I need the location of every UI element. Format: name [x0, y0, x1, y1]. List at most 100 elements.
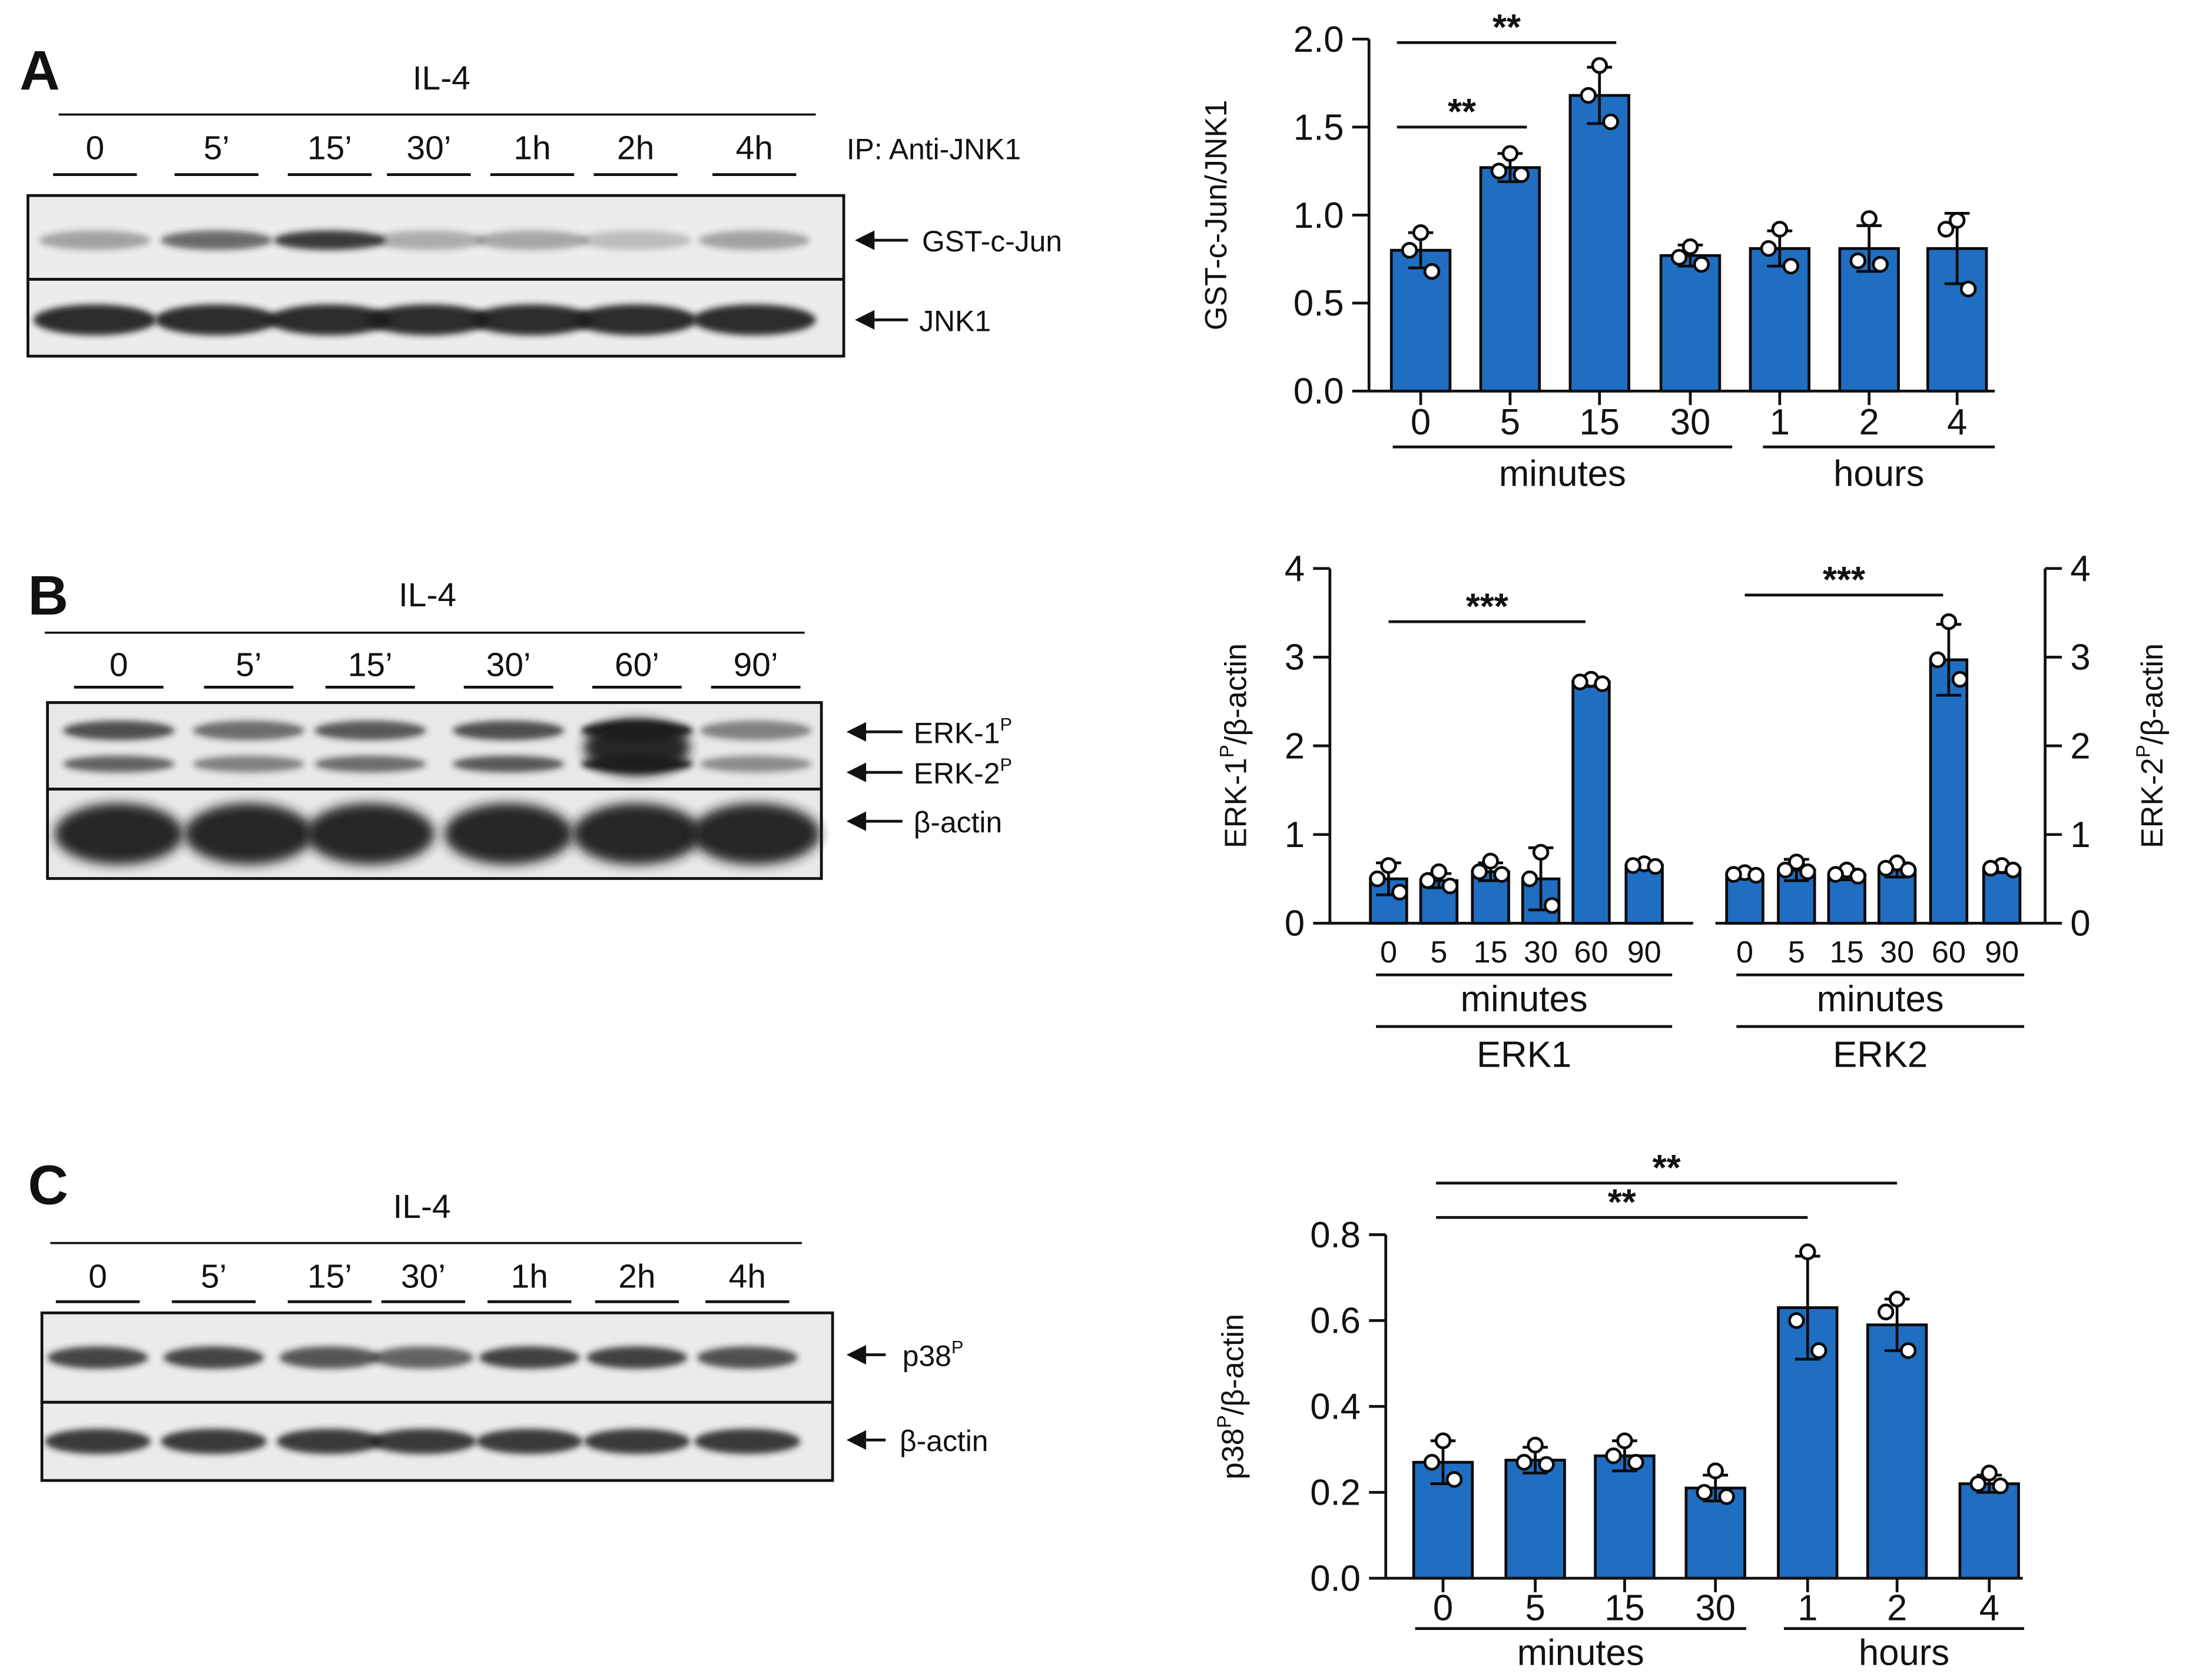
lane-label: 1h	[513, 129, 550, 167]
x-tick-label: 5	[1525, 1588, 1545, 1628]
blot-band	[47, 1346, 148, 1369]
y-tick-label: 1.5	[1294, 107, 1344, 148]
blot-band	[452, 721, 565, 741]
data-point	[1580, 87, 1597, 104]
data-point	[1401, 241, 1418, 259]
blot-band	[155, 304, 278, 336]
x-tick-label: 30	[1695, 1588, 1736, 1628]
y-tick-label: 0.0	[1310, 1559, 1361, 1599]
panel-b-band-label-erk1: ERK-1P	[914, 714, 1012, 749]
panel-c-treatment: IL-4	[393, 1188, 450, 1226]
x-tick-label: 60	[1932, 935, 1966, 970]
y-tick-label: 1	[2070, 815, 2090, 855]
data-point	[1616, 1432, 1633, 1449]
panel-c-arrow-actin	[846, 1430, 886, 1450]
series-erk2-data-point	[1929, 651, 1946, 669]
blot-band	[279, 1346, 380, 1369]
blot-band	[476, 230, 588, 250]
x-tick-label: 2	[1887, 1588, 1907, 1628]
blot-band	[694, 1429, 801, 1454]
blot-band	[276, 1429, 383, 1454]
data-point	[1412, 224, 1430, 241]
blot-band	[268, 304, 392, 336]
data-point	[1760, 240, 1777, 257]
bar	[1412, 1460, 1474, 1580]
series-erk2-data-point	[1799, 863, 1816, 881]
lane-label: 15’	[307, 1258, 352, 1296]
panel-a-band-label-gst-c-jun: GST-c-Jun	[922, 225, 1062, 258]
y-tick-label: 0	[1285, 904, 1305, 944]
significance-erk2-label: ***	[1823, 560, 1865, 600]
group-label: minutes	[1517, 1632, 1644, 1673]
blot-band	[574, 304, 697, 336]
blot-band	[160, 1429, 267, 1454]
bar	[1659, 254, 1722, 393]
series-erk1-data-point	[1521, 870, 1538, 888]
x-tick-label: 60	[1574, 935, 1608, 970]
y-tick-label: 2.0	[1294, 19, 1344, 60]
data-point	[1627, 1453, 1644, 1471]
series-erk1-data-point	[1419, 872, 1437, 889]
group-label-minutes: minutes	[1461, 979, 1588, 1020]
x-tick-label: 15	[1604, 1588, 1645, 1628]
panel-b-blot: B IL-4 0 5’ 15’ 30’ 60’ 90’ ERK-1P ERK-2P β-a…	[28, 565, 1012, 880]
x-tick-label: 4	[1947, 402, 1967, 443]
blot-band	[184, 803, 313, 865]
panel-a-bands	[33, 230, 816, 336]
series-erk1-data-point	[1391, 884, 1408, 901]
blot-band	[692, 304, 816, 336]
blot-band	[583, 719, 691, 775]
series-erk2-data-point	[1725, 866, 1742, 883]
panel-c-lane-labels: 0 5’ 15’ 30’ 1h 2h 4h	[55, 1258, 790, 1303]
series-erk1-data-point	[1532, 844, 1550, 861]
bar	[1749, 247, 1811, 393]
lane-label: 90’	[734, 646, 778, 683]
y-axis-label-right-tail: /β-actin	[2135, 643, 2170, 745]
data-point	[1799, 1243, 1816, 1260]
panel-b-band-label-actin: β-actin	[914, 806, 1002, 839]
x-tick-label: 90	[1627, 935, 1661, 970]
lane-label: 1h	[511, 1258, 548, 1296]
lane-label: 2h	[617, 129, 654, 167]
data-point	[1888, 1290, 1906, 1308]
series-erk2-bar	[1929, 658, 1969, 925]
panel-b-arrow-erk1	[846, 722, 903, 742]
panel-b-lane-labels: 0 5’ 15’ 30’ 60’ 90’	[74, 646, 801, 689]
data-point	[1423, 263, 1441, 280]
data-point	[1501, 145, 1519, 162]
data-point	[1937, 221, 1955, 238]
series-erk1-bar	[1624, 864, 1664, 925]
data-point	[1948, 212, 1966, 229]
series-erk2-data-point	[1777, 861, 1794, 879]
panel-c-letter: C	[28, 1154, 68, 1216]
data-point	[1515, 1453, 1533, 1471]
chart-c: 0.0 0.2 0.4 0.6 0.8 0 5 15 30 1 2 4 minutes hours ** **…	[1213, 1148, 2025, 1673]
data-point	[1899, 1342, 1917, 1359]
panel-b-blot-erk	[46, 701, 823, 791]
data-point	[1771, 221, 1789, 238]
y-axis-label-right-main: ERK-2	[2135, 758, 2170, 848]
x-tick-label: 0	[1433, 1588, 1453, 1628]
series-erk1-data-point	[1543, 897, 1561, 914]
lane-label: 30’	[486, 646, 531, 683]
series-erk2-data-point	[1788, 854, 1805, 871]
data-point	[1788, 1312, 1805, 1329]
series-erk1-data-point	[1441, 877, 1459, 895]
data-point	[1513, 166, 1530, 183]
x-tick-label: 30	[1880, 935, 1914, 970]
significance-0-label: **	[1448, 92, 1476, 132]
y-axis-label-right: ERK-2P/β-actin	[2133, 643, 2170, 848]
series-erk1-data-point	[1624, 857, 1641, 874]
y-tick-label: 0.6	[1310, 1301, 1361, 1342]
series-name-label: ERK1	[1477, 1035, 1571, 1075]
series-name-label: ERK2	[1833, 1035, 1928, 1075]
blot-band	[62, 755, 175, 773]
x-tick-label: 90	[1985, 935, 2019, 970]
series-erk2-bar	[1877, 868, 1917, 925]
blot-band	[583, 1429, 691, 1454]
x-tick-label: 15	[1579, 402, 1620, 443]
blot-band	[586, 1346, 688, 1369]
blot-band	[193, 755, 305, 773]
